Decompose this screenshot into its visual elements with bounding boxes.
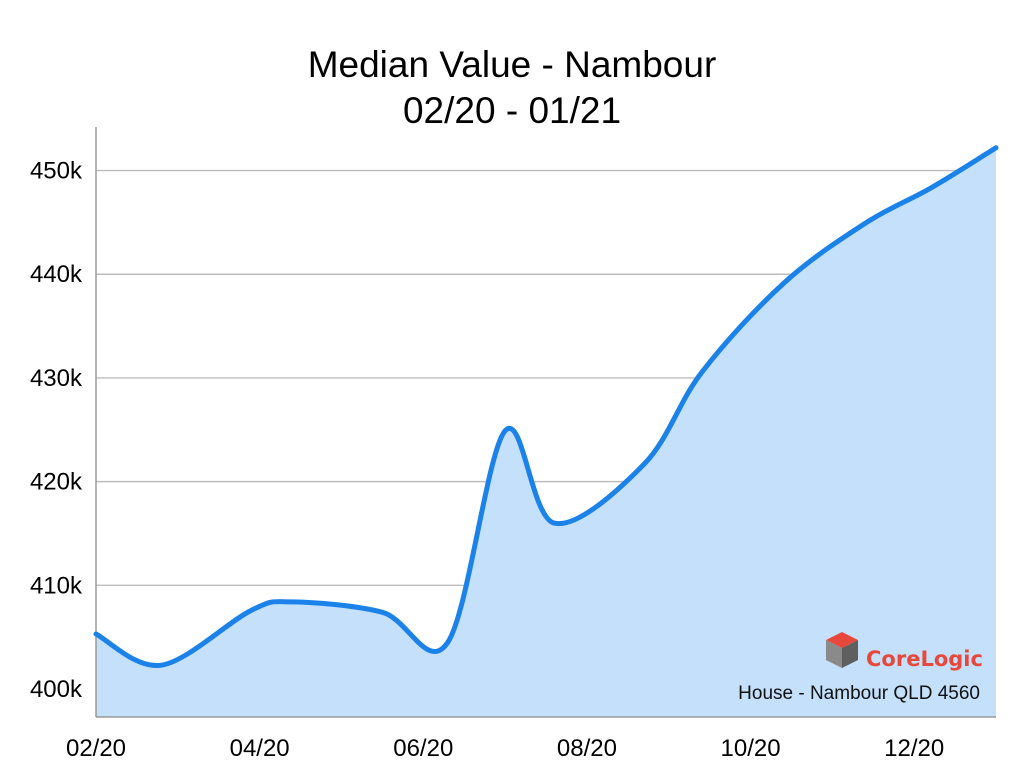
x-tick-label: 08/20 bbox=[557, 735, 617, 762]
x-tick-label: 04/20 bbox=[230, 735, 290, 762]
x-tick-label: 10/20 bbox=[721, 735, 781, 762]
x-tick-label: 12/20 bbox=[884, 735, 944, 762]
y-tick-labels: 400k 410k 420k 430k 440k 450k bbox=[30, 158, 83, 703]
series-area bbox=[96, 147, 996, 717]
y-tick-label: 430k bbox=[30, 365, 83, 392]
y-tick-label: 450k bbox=[30, 158, 83, 185]
series-line bbox=[93, 145, 999, 668]
watermark-text: CoreLogic bbox=[866, 647, 983, 671]
y-tick-label: 440k bbox=[30, 261, 83, 288]
chart-subtitle: 02/20 - 01/21 bbox=[402, 90, 622, 131]
y-tick-label: 420k bbox=[30, 469, 83, 496]
x-tick-labels: 02/20 04/20 06/20 08/20 10/20 12/20 bbox=[66, 735, 944, 762]
x-tick-label: 06/20 bbox=[393, 735, 453, 762]
x-tick-label: 02/20 bbox=[66, 735, 126, 762]
corelogic-logo-icon bbox=[826, 632, 858, 668]
chart-title: Median Value - Nambour bbox=[307, 44, 717, 85]
y-tick-label: 400k bbox=[30, 676, 83, 703]
y-tick-label: 410k bbox=[30, 572, 83, 599]
annotation-text: House - Nambour QLD 4560 bbox=[738, 683, 980, 704]
